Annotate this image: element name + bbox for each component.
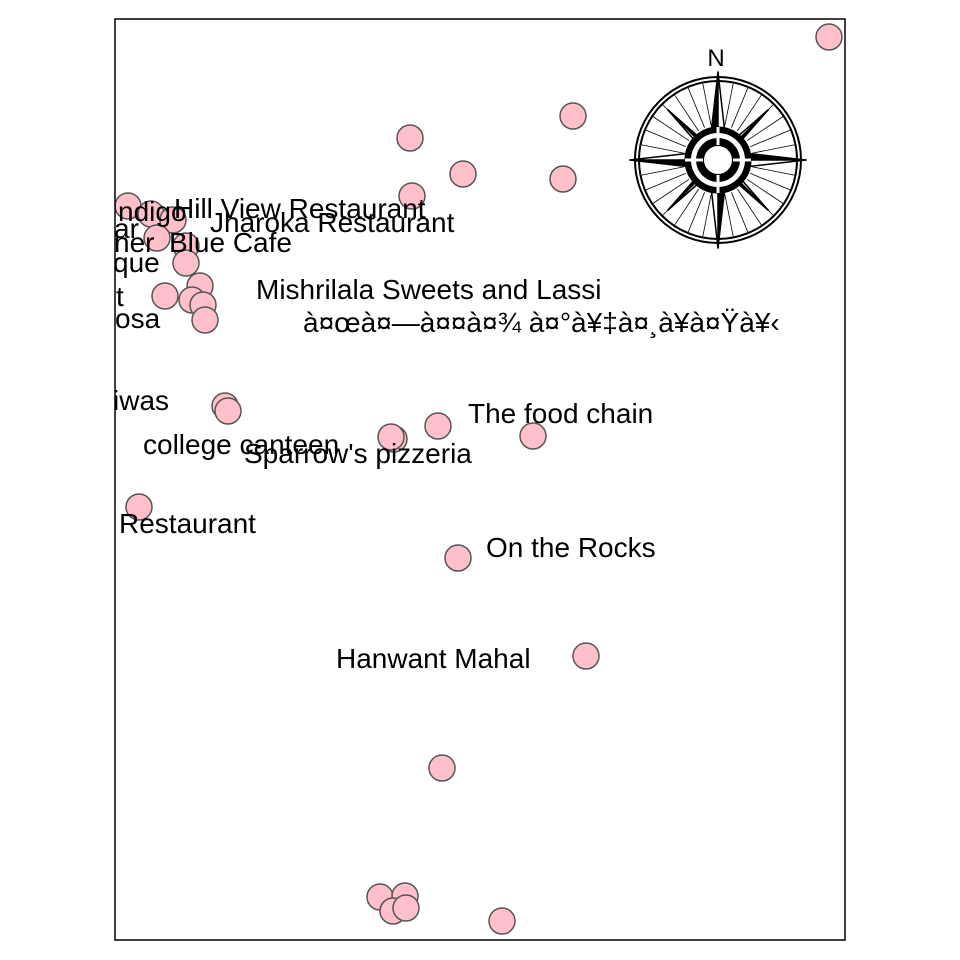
map-panel: N ndigo Hill View Restaurant ar Jharoka … [113, 23, 843, 935]
location-marker [214, 397, 242, 425]
map-label: college canteen [143, 429, 339, 460]
compass-rose-icon: N [629, 45, 807, 249]
location-marker [159, 206, 187, 234]
location-marker [444, 544, 472, 572]
location-marker [424, 412, 452, 440]
map-label: The food chain [468, 398, 653, 429]
map-label: osa [115, 303, 161, 334]
map-label: t [116, 281, 124, 312]
location-marker [143, 224, 171, 252]
map-label: Blue Cafe [169, 227, 292, 258]
compass-north-label: N [707, 45, 724, 72]
markers-layer [115, 23, 843, 935]
location-marker [398, 182, 426, 210]
map-label: ar [114, 213, 139, 244]
location-marker [572, 642, 600, 670]
location-marker [125, 493, 153, 521]
location-marker [428, 754, 456, 782]
map-label: Jharoka Restaurant [210, 207, 455, 238]
map-label: à¤œà¤—à¤¤à¤¾ à¤°à¥‡à¤¸à¥à¤Ÿà¥‹ [303, 307, 780, 339]
location-marker [559, 102, 587, 130]
map-label: Mishrilala Sweets and Lassi [256, 274, 602, 305]
location-marker [488, 907, 516, 935]
location-marker [519, 422, 547, 450]
location-marker [396, 124, 424, 152]
location-marker [449, 160, 477, 188]
map-label: ndigo [118, 196, 187, 227]
map-label: ner [114, 227, 154, 258]
labels-layer: ndigo Hill View Restaurant ar Jharoka Re… [113, 193, 780, 674]
location-marker [377, 423, 405, 451]
map-label: Sparrow's pizzeria [244, 438, 472, 469]
map-frame [114, 18, 846, 941]
map-label: Hanwant Mahal [336, 643, 531, 674]
location-marker [549, 165, 577, 193]
location-marker [392, 894, 420, 922]
map-label: que [113, 247, 160, 278]
map-label: Restaurant [119, 508, 256, 539]
location-marker [151, 282, 179, 310]
map-label: On the Rocks [486, 532, 656, 563]
location-marker [815, 23, 843, 51]
map-label: Hill View Restaurant [174, 193, 426, 224]
location-marker [191, 306, 219, 334]
location-marker [172, 249, 200, 277]
map-label: iwas [113, 385, 169, 416]
